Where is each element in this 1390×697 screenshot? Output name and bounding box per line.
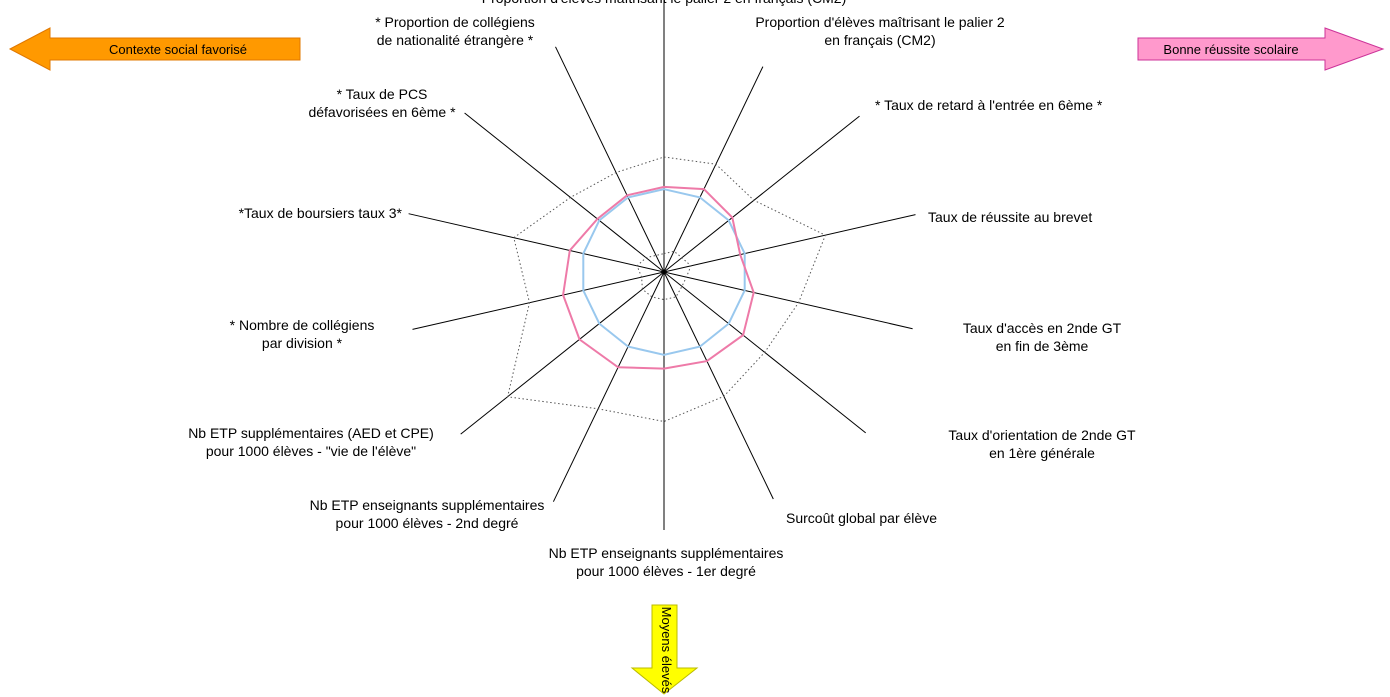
axis-label-line: Nb ETP enseignants supplémentaires	[310, 497, 545, 513]
axis-label-line: Taux de réussite au brevet	[928, 209, 1092, 225]
axis-label-pcs: * Taux de PCS défavorisées en 6ème *	[308, 86, 456, 120]
series-0-polygon	[582, 188, 746, 356]
axis-label-line: pour 1000 élèves - 2nd degré	[336, 515, 519, 531]
axis-label-line: Taux d'accès en 2nde GT	[963, 320, 1122, 336]
axis-spokes	[408, 0, 916, 530]
spoke-acces2gt	[663, 271, 913, 330]
axis-label-line: de nationalité étrangère *	[377, 32, 534, 48]
spoke-etp2nd	[552, 271, 665, 502]
axis-label-brevet: Taux de réussite au brevet	[928, 209, 1092, 225]
arrow-down: Moyens élevés	[630, 604, 699, 695]
axis-label-line: * Proportion de collégiens	[375, 14, 535, 30]
arrow-left: Contexte social favorisé	[8, 27, 301, 71]
axis-label-top: Proportion d'élèves maîtrisant le palier…	[482, 0, 847, 6]
series-group	[506, 156, 827, 423]
series-2-polygon	[506, 156, 827, 423]
arrow-down-label: Moyens élevés	[659, 607, 674, 694]
axis-label-palier2: Proportion d'élèves maîtrisant le palier…	[755, 14, 1005, 48]
arrow-right-label: Bonne réussite scolaire	[1163, 42, 1298, 57]
axis-label-line: en 1ère générale	[989, 445, 1095, 461]
axis-label-line: par division *	[262, 335, 343, 351]
spoke-boursiers	[408, 213, 665, 273]
axis-label-line: en fin de 3ème	[996, 338, 1089, 354]
axis-label-line: * Taux de PCS	[337, 86, 428, 102]
axis-label-boursiers: *Taux de boursiers taux 3*	[239, 205, 403, 221]
axis-label-line: *Taux de boursiers taux 3*	[239, 205, 403, 221]
axis-label-line: défavorisées en 6ème *	[308, 104, 456, 120]
axis-labels: Proportion d'élèves maîtrisant le palier…	[188, 0, 1136, 579]
spoke-etrangers	[555, 46, 665, 273]
axis-label-line: * Nombre de collégiens	[230, 317, 375, 333]
spoke-palier2	[663, 66, 764, 273]
axis-label-acces2gt: Taux d'accès en 2nde GT en fin de 3ème	[963, 320, 1122, 354]
spoke-brevet	[663, 214, 916, 273]
spoke-etpvie	[460, 271, 665, 435]
spoke-retard6	[663, 115, 860, 273]
axis-label-line: Taux d'orientation de 2nde GT	[948, 427, 1136, 443]
arrow-down-shape	[630, 604, 699, 695]
axis-label-etrangers: * Proportion de collégiens de nationalité…	[375, 14, 535, 48]
axis-label-line: Nb ETP enseignants supplémentaires	[549, 545, 784, 561]
axis-label-line: pour 1000 élèves - 1er degré	[576, 563, 756, 579]
axis-label-orient1g: Taux d'orientation de 2nde GT en 1ère gén…	[948, 427, 1136, 461]
spoke-surcout	[663, 271, 774, 500]
series-3-polygon	[636, 250, 692, 301]
arrow-right: Bonne réussite scolaire	[1137, 27, 1385, 71]
axis-label-surcout: Surcoût global par élève	[786, 510, 937, 526]
arrow-left-label: Contexte social favorisé	[109, 42, 247, 57]
axis-label-line: Nb ETP supplémentaires (AED et CPE)	[188, 425, 434, 441]
axis-label-retard6: * Taux de retard à l'entrée en 6ème *	[875, 97, 1103, 113]
axis-label-line: Surcoût global par élève	[786, 510, 937, 526]
spoke-parDivision	[412, 271, 665, 330]
axis-label-line: pour 1000 élèves - "vie de l'élève"	[206, 443, 416, 459]
arrow-right-shape	[1137, 27, 1385, 71]
axis-label-line: Proportion d'élèves maîtrisant le palier…	[755, 14, 1005, 30]
axis-label-etp1er: Nb ETP enseignants supplémentaires pour 1…	[549, 545, 784, 579]
axis-label-parDivision: * Nombre de collégiens par division *	[230, 317, 375, 351]
axis-label-etpvie: Nb ETP supplémentaires (AED et CPE) pour …	[188, 425, 434, 459]
axis-label-line: * Taux de retard à l'entrée en 6ème *	[875, 97, 1103, 113]
axis-label-line: en français (CM2)	[824, 32, 935, 48]
spoke-pcs	[464, 112, 665, 273]
arrow-left-shape	[8, 27, 301, 71]
axis-label-etp2nd: Nb ETP enseignants supplémentaires pour 1…	[310, 497, 545, 531]
series-1-polygon	[562, 185, 755, 370]
